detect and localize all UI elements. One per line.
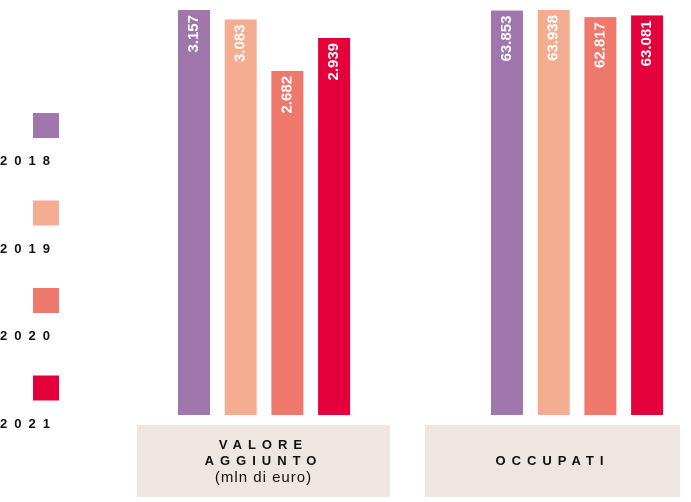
legend-swatch bbox=[33, 288, 59, 313]
value-label: 62.817 bbox=[591, 22, 608, 68]
category-label: VALORE AGGIUNTO bbox=[204, 436, 323, 468]
bar bbox=[318, 37, 351, 415]
legend-label: 2018 bbox=[0, 153, 57, 168]
category-label: OCCUPATI bbox=[495, 453, 610, 468]
value-label: 2.939 bbox=[325, 43, 342, 81]
legend-label: 2020 bbox=[0, 328, 57, 343]
bar bbox=[178, 10, 210, 415]
value-label: 3.083 bbox=[232, 24, 249, 62]
unit-note: (mln di euro) bbox=[214, 468, 313, 486]
category-box: VALORE AGGIUNTO (mln di euro) bbox=[137, 425, 390, 497]
bar bbox=[491, 10, 523, 415]
legend-swatch bbox=[33, 375, 59, 401]
bar bbox=[537, 10, 570, 415]
bar bbox=[271, 70, 304, 416]
value-label: 63.853 bbox=[498, 16, 515, 62]
legend-swatch bbox=[33, 113, 59, 138]
legend-label: 2021 bbox=[0, 415, 57, 431]
value-label: 63.081 bbox=[638, 20, 655, 66]
value-label: 2.682 bbox=[278, 76, 295, 114]
category-box: OCCUPATI bbox=[425, 425, 680, 497]
bar bbox=[224, 19, 257, 415]
bar bbox=[631, 15, 664, 415]
value-label: 3.157 bbox=[185, 15, 202, 53]
bar bbox=[584, 17, 617, 415]
value-label: 63.938 bbox=[545, 15, 562, 61]
legend-swatch bbox=[33, 200, 59, 226]
legend-label: 2019 bbox=[0, 240, 57, 256]
